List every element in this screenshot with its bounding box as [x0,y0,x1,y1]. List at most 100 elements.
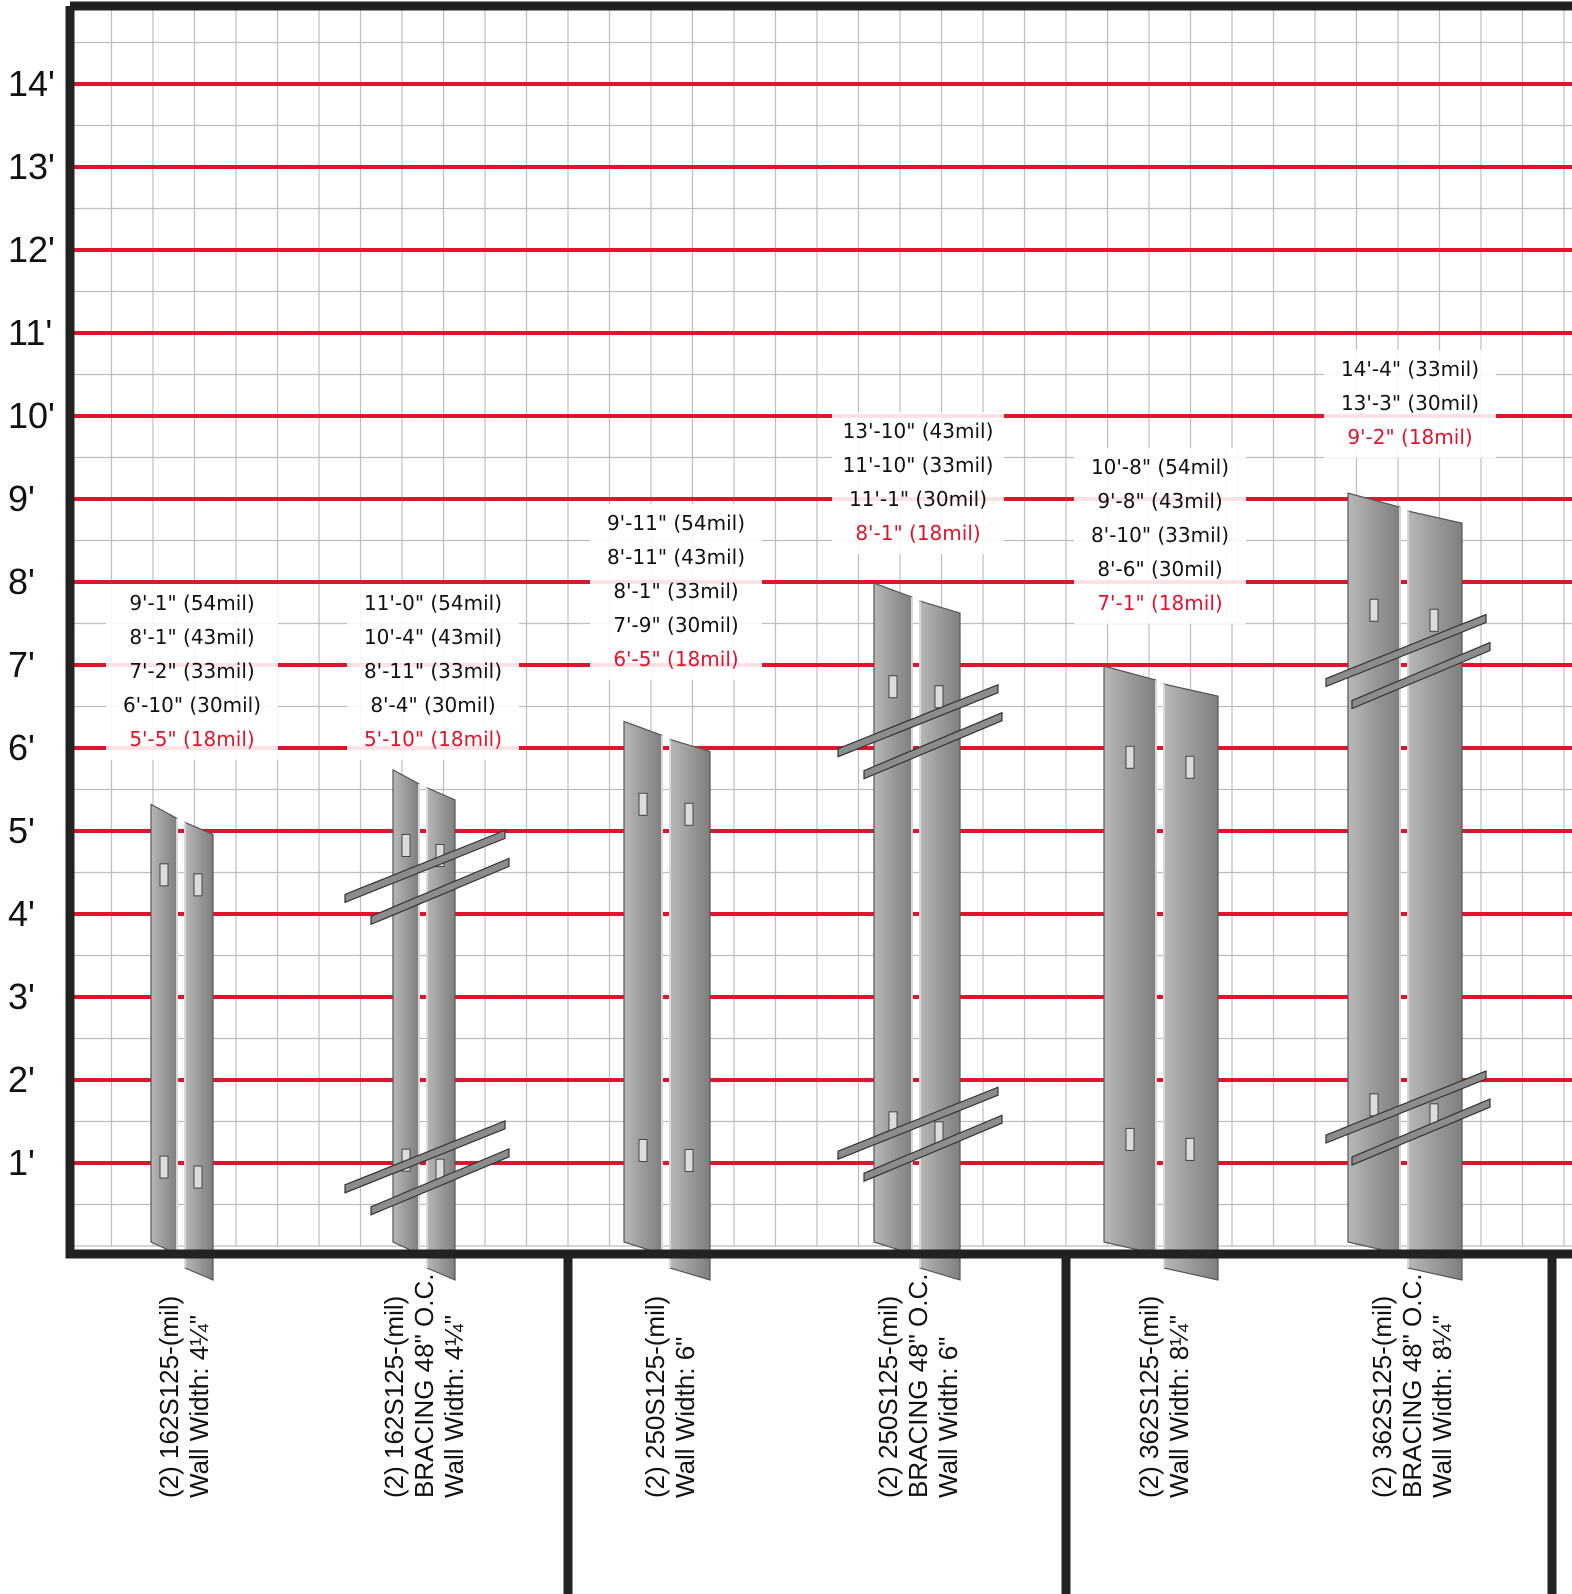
stud-pair [150,803,214,1281]
category-label-line: BRACING 48" O.C. [1397,1273,1427,1498]
category-label-line: (2) 250S125-(mil) [873,1296,903,1498]
value-label: 9'-1" (54mil) [129,591,254,615]
category-label-line: BRACING 48" O.C. [903,1273,933,1498]
y-tick-label: 1' [8,1142,35,1183]
stud-punchout [638,792,648,816]
stud-pair [1103,665,1219,1281]
value-label: 9'-2" (18mil) [1347,425,1472,449]
chart-frame [65,1,1572,1594]
y-tick-label: 14' [8,63,55,104]
value-label: 8'-1" (18mil) [855,521,980,545]
category-label: (2) 250S125-(mil) Wall Width: 6" [640,1296,700,1498]
category-label: (2) 162S125-(mil) BRACING 48" O.C. Wall Wi… [379,1273,469,1498]
stud-punchout [1185,1137,1195,1161]
stud-punchout [934,685,944,709]
stud-punchout [638,1138,648,1162]
bracing-bar [370,857,510,926]
value-label: 7'-2" (33mil) [129,659,254,683]
value-label: 13'-3" (30mil) [1341,391,1479,415]
value-label-box [590,504,762,680]
value-label: 8'-11" (33mil) [364,659,502,683]
bracing-bar [344,1119,506,1194]
value-label: 13'-10" (43mil) [843,419,994,443]
y-tick-label: 9' [8,478,35,519]
frame-left-bottom [65,6,1572,1259]
stud-pair [344,768,510,1281]
value-label: 8'-1" (33mil) [613,579,738,603]
bracing-bar [1351,1098,1491,1166]
value-label: 5'-10" (18mil) [364,727,502,751]
value-label: 9'-11" (54mil) [607,511,745,535]
bracing-bar [1351,641,1491,710]
category-label-line: Wall Width: 4¼" [439,1315,469,1498]
stud-pair [623,720,711,1281]
bracing-bar [863,1114,1003,1183]
category-label-line: Wall Width: 8¼" [1427,1315,1457,1498]
category-label-line: BRACING 48" O.C. [409,1273,439,1498]
value-label: 8'-11" (43mil) [607,545,745,569]
stud-columns [150,492,1491,1281]
stud-punchout [1125,1127,1135,1151]
value-label-box [106,584,278,760]
value-labels: 9'-1" (54mil) 8'-1" (43mil) 7'-2" (33mil) 6… [106,350,1496,760]
stud-punchout [888,675,898,699]
category-label-line: (2) 162S125-(mil) [154,1296,184,1498]
value-label: 14'-4" (33mil) [1341,357,1479,381]
minor-grid [69,6,1572,1247]
y-tick-label: 4' [8,893,35,934]
value-label: 6'-5" (18mil) [613,647,738,671]
value-label: 5'-5" (18mil) [129,727,254,751]
bracing-bar [1325,1070,1487,1144]
value-label: 8'-1" (43mil) [129,625,254,649]
category-label-line: (2) 362S125-(mil) [1367,1296,1397,1498]
y-tick-label: 7' [8,644,35,685]
value-label-box [832,412,1004,554]
value-label: 6'-10" (30mil) [123,693,261,717]
y-axis-ticks: 1' 2' 3' 4' 5' 6' 7' 8' 9' 10' 11' 12' 13' 14' [8,63,55,1183]
value-label: 11'-0" (54mil) [364,591,502,615]
y-tick-label: 10' [8,395,55,436]
bracing-bar [837,1086,999,1161]
stud-pair [837,582,1003,1281]
stud-punchout [1125,745,1135,769]
value-label: 8'-4" (30mil) [370,693,495,717]
stud-punchout [1369,1093,1379,1117]
stud-punchout [1429,608,1439,632]
stud-punchout [401,833,411,857]
category-label-line: (2) 250S125-(mil) [640,1296,670,1498]
value-label-box [1324,350,1496,458]
stud-punchout [159,863,169,887]
value-label: 9'-8" (43mil) [1097,489,1222,513]
y-tick-label: 12' [8,229,55,270]
y-tick-label: 6' [8,727,35,768]
value-label: 11'-1" (30mil) [849,487,987,511]
category-label: (2) 362S125-(mil) Wall Width: 8¼" [1134,1296,1194,1498]
value-label: 10'-8" (54mil) [1091,455,1229,479]
category-label: (2) 362S125-(mil) BRACING 48" O.C. Wall Wi… [1367,1273,1457,1498]
stud-punchout [1185,755,1195,779]
y-tick-label: 3' [8,976,35,1017]
bracing-bar [863,711,1003,780]
category-label: (2) 250S125-(mil) BRACING 48" O.C. Wall Wi… [873,1273,963,1498]
y-tick-label: 13' [8,146,55,187]
y-tick-label: 5' [8,810,35,851]
category-label-line: Wall Width: 6" [670,1337,700,1498]
value-label: 8'-10" (33mil) [1091,523,1229,547]
stud-pair [1325,492,1491,1281]
category-label-line: (2) 362S125-(mil) [1134,1296,1164,1498]
value-label: 11'-10" (33mil) [843,453,994,477]
value-label: 8'-6" (30mil) [1097,557,1222,581]
value-label: 10'-4" (43mil) [364,625,502,649]
y-tick-label: 8' [8,561,35,602]
y-tick-label: 11' [8,312,52,353]
category-label: (2) 162S125-(mil) Wall Width: 4¼" [154,1296,214,1498]
bracing-bar [837,683,999,758]
category-label-line: Wall Width: 6" [933,1337,963,1498]
value-label: 7'-1" (18mil) [1097,591,1222,615]
major-gridlines [70,82,1572,1165]
category-label-line: Wall Width: 4¼" [184,1315,214,1498]
stud-punchout [1369,598,1379,622]
y-tick-label: 2' [8,1059,35,1100]
stud-punchout [193,873,203,897]
